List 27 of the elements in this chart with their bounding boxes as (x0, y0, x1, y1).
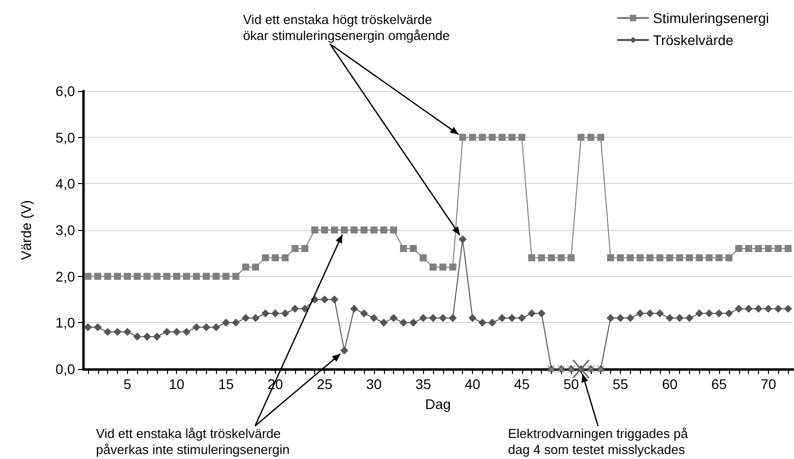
x-axis-title: Dag (425, 396, 451, 412)
x-tick-label: 35 (415, 376, 432, 392)
y-tick-label: 0,0 (56, 361, 76, 377)
x-tick-label: 10 (168, 376, 185, 392)
legend-label: Tröskelvärde (653, 32, 734, 48)
x-tick-label: 25 (316, 376, 333, 392)
x-tick-label: 40 (464, 376, 481, 392)
x-tick-label: 30 (366, 376, 382, 392)
x-tick-label: 65 (711, 376, 728, 392)
y-tick-label: 2,0 (56, 268, 76, 284)
x-tick-label: 70 (760, 376, 776, 392)
y-tick-label: 3,0 (56, 222, 76, 238)
annotation: Elektrodvarningen triggades på dag 4 som testet misslyckades (508, 426, 688, 458)
y-axis-title: Värde (V) (18, 200, 34, 260)
x-tick-label: 45 (514, 376, 530, 392)
x-tick-label: 60 (662, 376, 678, 392)
x-tick-label: 55 (612, 376, 628, 392)
x-tick-label: 5 (123, 376, 132, 392)
y-tick-label: 1,0 (56, 314, 76, 331)
x-tick-label: 50 (563, 376, 580, 392)
y-tick-label: 4,0 (56, 176, 76, 192)
annotation: Vid ett enstaka högt tröskelvärde ökar stimuleringsenergin omgående (243, 12, 450, 44)
y-tick-label: 6,0 (56, 83, 76, 99)
annotation: Vid ett enstaka lågt tröskelvärde påverkas inte stimuleringsenergin (96, 426, 290, 458)
y-tick-label: 5,0 (56, 129, 76, 146)
x-tick-label: 15 (218, 376, 234, 392)
legend-label: Stimuleringsenergi (653, 10, 770, 26)
